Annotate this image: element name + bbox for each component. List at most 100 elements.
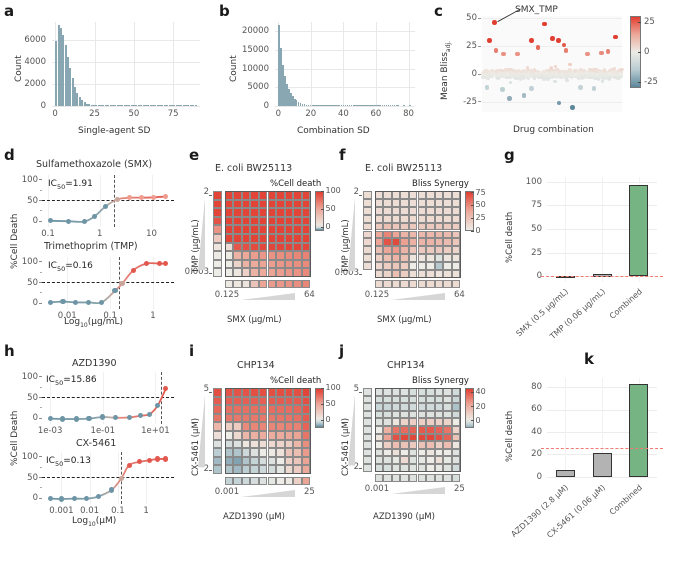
panel-f-legend-title: Bliss Synergy [412,179,469,189]
marginal-col-cell [417,280,427,289]
scatter-point [486,76,490,80]
half-max-line [42,282,174,284]
y-tick-label: -25 [463,96,477,107]
y-tick-mark [39,200,42,202]
scatter-point [514,70,519,74]
panel-h-sub1-ic50: IC50=15.86 [46,375,97,387]
heatmap-cell [250,396,259,406]
bar-1 [555,470,575,477]
x-tick-label: 1e-03 [37,426,63,436]
heatmap-cell [443,222,452,231]
heatmap-cell [276,225,285,234]
scatter-point [569,73,573,77]
gridline-v [343,22,345,106]
bar-3 [629,185,649,277]
heatmap-cell [383,206,392,215]
dose-response-curve [50,195,166,223]
scatter-point [571,73,575,77]
x-tick-label: 0.01 [80,506,100,516]
heatmap-cell [391,410,401,419]
colorbar-tick [470,217,474,219]
hist-bar [368,105,370,106]
heatmap-cell [383,222,392,231]
panel-c-plot: -25 0 25 50 [463,8,624,112]
heatmap-cell [408,222,418,231]
scatter-point [611,73,615,77]
panel-a-plot: 0 2000 4000 6000 0 25 50 75 [24,22,200,119]
x-tick-label: 1 [143,506,149,516]
marginal-row-cell [213,396,222,406]
heatmap-cell [267,413,277,423]
marginal-row-cell [213,191,222,200]
heatmap-cell [267,456,277,466]
gridline-v [565,378,567,478]
hist-bar [57,25,60,106]
y-tick-label: 50 [27,392,38,403]
y-tick-label: 50 [531,224,542,235]
panel-a-label: a [4,2,15,20]
x-tick-label-left: 0.125 [214,290,240,301]
marginal-row-cell [363,254,372,263]
scatter-point [540,73,544,78]
hist-bar [395,105,398,106]
gridline-h [275,106,415,107]
marginal-col-cell [267,279,277,289]
heatmap-cell [417,426,427,434]
heatmap-cell [391,254,401,263]
hist-bar [59,28,62,106]
y-tick-label: 2000 [24,78,46,89]
scatter-point [536,70,540,74]
marginal-row-cell [213,413,222,423]
marginal-row-cell [213,251,222,260]
heatmap-cell [426,403,435,411]
heatmap-cell [284,448,294,457]
scatter-point [501,71,505,76]
hist-bar [284,76,286,106]
y-tick-label: 0 [536,271,542,282]
colorbar-tick-label: 0 [644,47,650,57]
data-point [60,299,66,305]
hist-bar [114,105,117,106]
x-tick-label-left: 0.001 [364,483,390,494]
hist-bar [178,105,181,106]
marginal-row-cell [363,246,372,255]
panel-c-ylabel-sub: adj. [444,41,452,53]
panel-c-xlabel: Drug combination [513,125,594,135]
y-tick-label: 100 [21,174,38,185]
heatmap-cell [284,251,294,260]
marginal-col-cell [276,476,285,486]
heatmap-cell [241,199,251,209]
hist-bar [144,105,147,106]
x-tick-label: 25 [89,109,100,119]
heatmap-cell [284,422,294,431]
panel-k-ylabel: %Cell death [505,410,515,462]
heatmap-cell [258,199,268,209]
data-point [146,457,152,463]
heatmap-cell [434,230,444,239]
y-dose-gradient-wedge [198,197,205,271]
panel-f-xlabel: SMX (µg/mL) [377,315,432,325]
gridline-h [275,50,415,51]
marginal-row-cell [363,222,372,231]
scatter-point [516,73,520,77]
heatmap-cell [267,208,277,217]
heatmap-cell [233,242,242,252]
scatter-point [511,73,516,78]
x-tick-label-left: 0.001 [214,487,240,498]
scatter-point [612,76,617,80]
hist-bar [311,105,314,106]
heatmap-cell [400,254,409,263]
heatmap-cell [443,238,452,247]
marginal-row-cell [363,206,372,215]
scatter-point-outlier [556,38,561,43]
scatter-point [563,72,567,76]
ic50-prefix-d1: IC [48,179,57,189]
panel-h-label: h [4,342,15,360]
hist-bar [375,105,378,106]
bar-category-label: TMP (0.06 µg/mL) [548,287,607,341]
heatmap-cell [258,456,268,466]
marginal-col-cell [383,280,392,289]
colorbar-tick-label: 50 [325,399,336,408]
hist-bar [97,105,100,106]
heatmap-cell [267,251,277,260]
